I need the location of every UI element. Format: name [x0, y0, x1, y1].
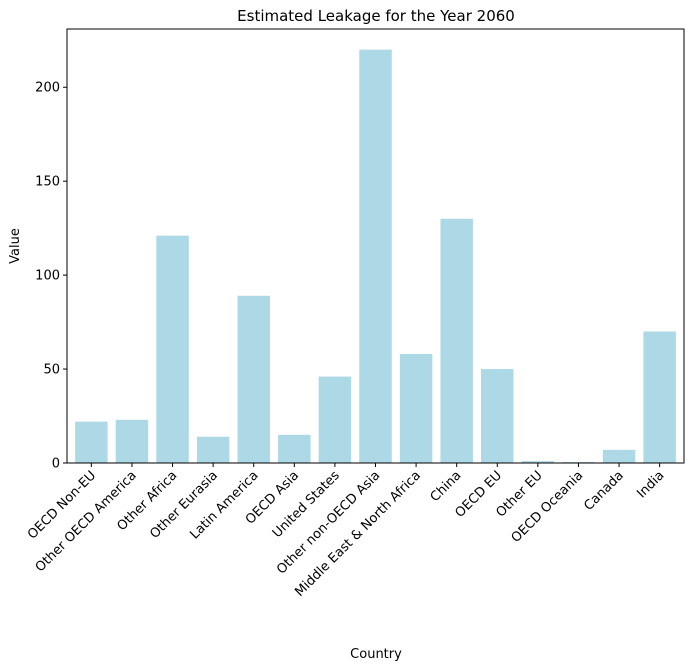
chart-title: Estimated Leakage for the Year 2060: [237, 7, 515, 25]
bar: [440, 218, 473, 463]
bar: [318, 376, 352, 463]
y-tick-label: 50: [43, 363, 60, 378]
bar: [237, 295, 270, 463]
y-tick-label: 150: [35, 175, 60, 190]
x-axis-label: Country: [350, 647, 402, 662]
y-axis-label: Value: [8, 228, 23, 264]
bar: [278, 434, 311, 463]
plot-frame: [66, 28, 685, 464]
x-tick-label: China: [428, 468, 465, 505]
bar: [481, 369, 514, 463]
bar: [196, 436, 230, 463]
y-tick-label: 200: [35, 81, 60, 96]
x-tick-label: OECD Non-EU: [25, 468, 99, 542]
bar: [643, 331, 676, 463]
y-tick-label: 100: [35, 269, 60, 284]
bar: [115, 419, 149, 463]
bar: [521, 461, 555, 463]
bar: [399, 354, 433, 463]
y-tick-label: 0: [52, 457, 60, 472]
x-tick-label: OECD Oceania: [509, 468, 587, 546]
x-tick-label: Canada: [581, 468, 627, 514]
x-tick-label: India: [634, 468, 667, 501]
bar: [359, 49, 392, 464]
bar: [75, 421, 108, 463]
bar: [602, 449, 636, 463]
bar: [156, 235, 189, 463]
